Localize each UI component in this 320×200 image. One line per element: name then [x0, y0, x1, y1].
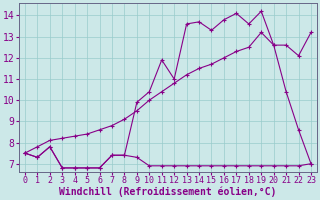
X-axis label: Windchill (Refroidissement éolien,°C): Windchill (Refroidissement éolien,°C) — [59, 187, 277, 197]
